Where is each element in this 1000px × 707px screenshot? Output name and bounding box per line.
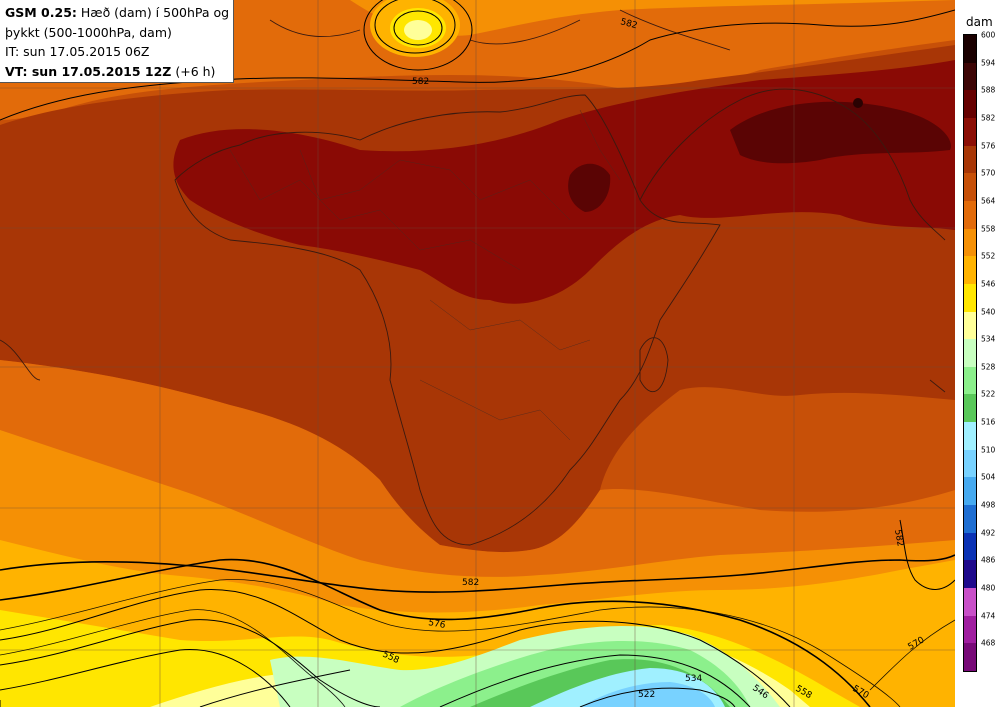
description-line-1: Hæð (dam) í 500hPa og [80, 5, 230, 20]
description-line-2: þykkt (500-1000hPa, dam) [5, 24, 172, 40]
map-canvas: 582 582 582 582 576 570 558 534 546 558 … [0, 0, 955, 707]
initial-time: IT: sun 17.05.2015 06Z [5, 44, 150, 59]
legend-swatch [964, 422, 976, 451]
legend-label: 552 [981, 251, 996, 261]
coastlines [0, 9, 946, 546]
legend-label: 522 [981, 389, 996, 399]
legend-swatch [964, 311, 976, 340]
thickness-contours [0, 579, 955, 707]
height-contours [0, 0, 955, 707]
legend-label: 516 [981, 417, 996, 427]
legend-label: 582 [981, 113, 996, 123]
legend-label: 564 [981, 196, 996, 206]
legend-label: 558 [981, 224, 996, 234]
legend-label: 474 [981, 611, 996, 621]
band-600-spot [853, 98, 863, 108]
legend-label: 486 [981, 555, 996, 565]
band-594-east [730, 101, 951, 164]
legend-swatch [964, 449, 976, 478]
band-564-north [0, 0, 955, 36]
forecast-offset: (+6 h) [175, 63, 216, 79]
contour-label: 582 [892, 529, 905, 548]
contour-label: 522 [638, 690, 655, 700]
contour-label: 576 [427, 618, 446, 631]
legend-swatch [964, 90, 976, 119]
legend-swatch [964, 62, 976, 91]
legend-unit: dam [966, 15, 993, 29]
legend-swatch [964, 117, 976, 146]
legend-swatch [964, 643, 976, 672]
legend-swatch [964, 228, 976, 257]
legend-swatch [964, 532, 976, 561]
color-legend: dam 600 594 588 582 576 570 564 558 552 546 540 534… [955, 0, 1000, 707]
legend-swatch [964, 505, 976, 534]
legend-label: 540 [981, 307, 996, 317]
legend-label: 498 [981, 500, 996, 510]
legend-label: 546 [981, 279, 996, 289]
legend-swatch [964, 145, 976, 174]
contour-label: 582 [462, 578, 479, 588]
legend-swatch [964, 200, 976, 229]
legend-colorbar [963, 34, 977, 672]
legend-label: 504 [981, 472, 996, 482]
legend-swatch [964, 173, 976, 202]
contour-label: 534 [685, 674, 702, 684]
legend-label: 528 [981, 362, 996, 372]
legend-label: 510 [981, 445, 996, 455]
legend-swatch [964, 615, 976, 644]
legend-swatch [964, 283, 976, 312]
legend-swatch [964, 256, 976, 285]
legend-label: 480 [981, 583, 996, 593]
legend-swatch [964, 477, 976, 506]
chart-info-box: GSM 0.25: Hæð (dam) í 500hPa og þykkt (5… [0, 0, 234, 83]
legend-swatch [964, 560, 976, 589]
valid-time-line: VT: sun 17.05.2015 12Z (+6 h) [5, 62, 233, 82]
legend-swatch [964, 588, 976, 617]
legend-label: 594 [981, 58, 996, 68]
grid-lines [0, 0, 955, 707]
band-546-high [404, 20, 432, 40]
title-line: GSM 0.25: Hæð (dam) í 500hPa og [5, 3, 233, 23]
legend-swatch [964, 35, 976, 63]
legend-label: 588 [981, 85, 996, 95]
valid-time: VT: sun 17.05.2015 12Z [5, 63, 172, 79]
map-panel: 582 582 582 582 576 570 558 534 546 558 … [0, 0, 955, 707]
model-name: GSM 0.25: [5, 5, 77, 20]
legend-label: 600 [981, 30, 996, 40]
contour-label: 582 [412, 77, 429, 87]
legend-swatch [964, 339, 976, 368]
legend-label: 468 [981, 638, 996, 648]
band-570-north [0, 0, 955, 120]
band-594-center [568, 163, 611, 212]
legend-label: 576 [981, 141, 996, 151]
borders [229, 109, 621, 441]
contour-label: 582 [619, 17, 638, 31]
legend-label: 492 [981, 528, 996, 538]
legend-label: 570 [981, 168, 996, 178]
legend-swatch [964, 366, 976, 395]
legend-label: 534 [981, 334, 996, 344]
legend-swatch [964, 394, 976, 423]
